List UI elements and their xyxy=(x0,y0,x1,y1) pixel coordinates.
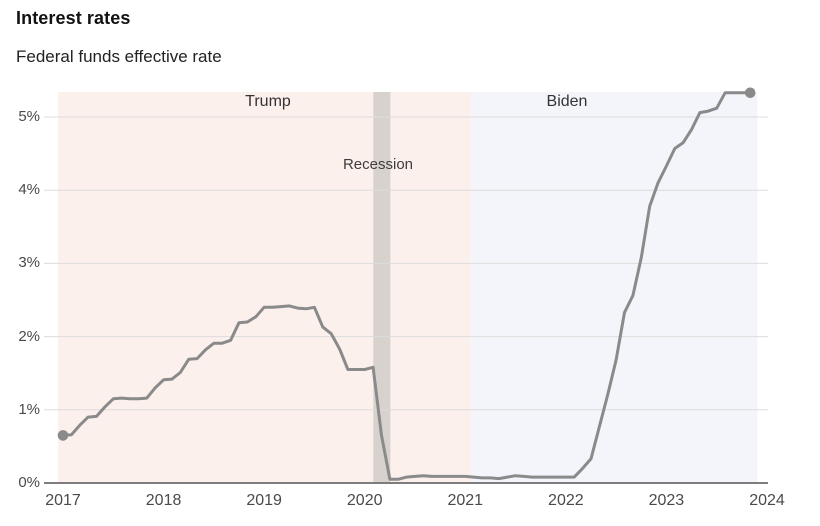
x-axis-tick-label: 2017 xyxy=(45,492,81,509)
y-axis-tick-label: 3% xyxy=(18,254,40,272)
x-axis-tick-label: 2023 xyxy=(648,492,685,509)
x-axis-tick-label: 2018 xyxy=(145,492,182,509)
x-axis-tick-label: 2024 xyxy=(749,492,785,509)
band-label-biden: Biden xyxy=(546,93,588,110)
x-axis-tick-label: 2022 xyxy=(548,492,584,509)
band-label-trump: Trump xyxy=(245,93,291,110)
y-axis-tick-label: 4% xyxy=(18,181,40,199)
band-label-recession: Recession xyxy=(342,156,414,173)
y-axis-tick-label: 1% xyxy=(18,400,40,418)
y-axis-tick-label: 0% xyxy=(18,474,40,491)
x-axis-tick-label: 2020 xyxy=(346,492,383,509)
chart-subtitle: Federal funds effective rate xyxy=(16,47,222,66)
y-axis-tick-label: 5% xyxy=(18,108,40,125)
y-axis-tick-label: 2% xyxy=(18,327,40,345)
x-axis-tick-label: 2021 xyxy=(447,492,484,509)
page-title: Interest rates xyxy=(16,8,131,28)
x-axis-tick-label: 2019 xyxy=(246,492,282,509)
